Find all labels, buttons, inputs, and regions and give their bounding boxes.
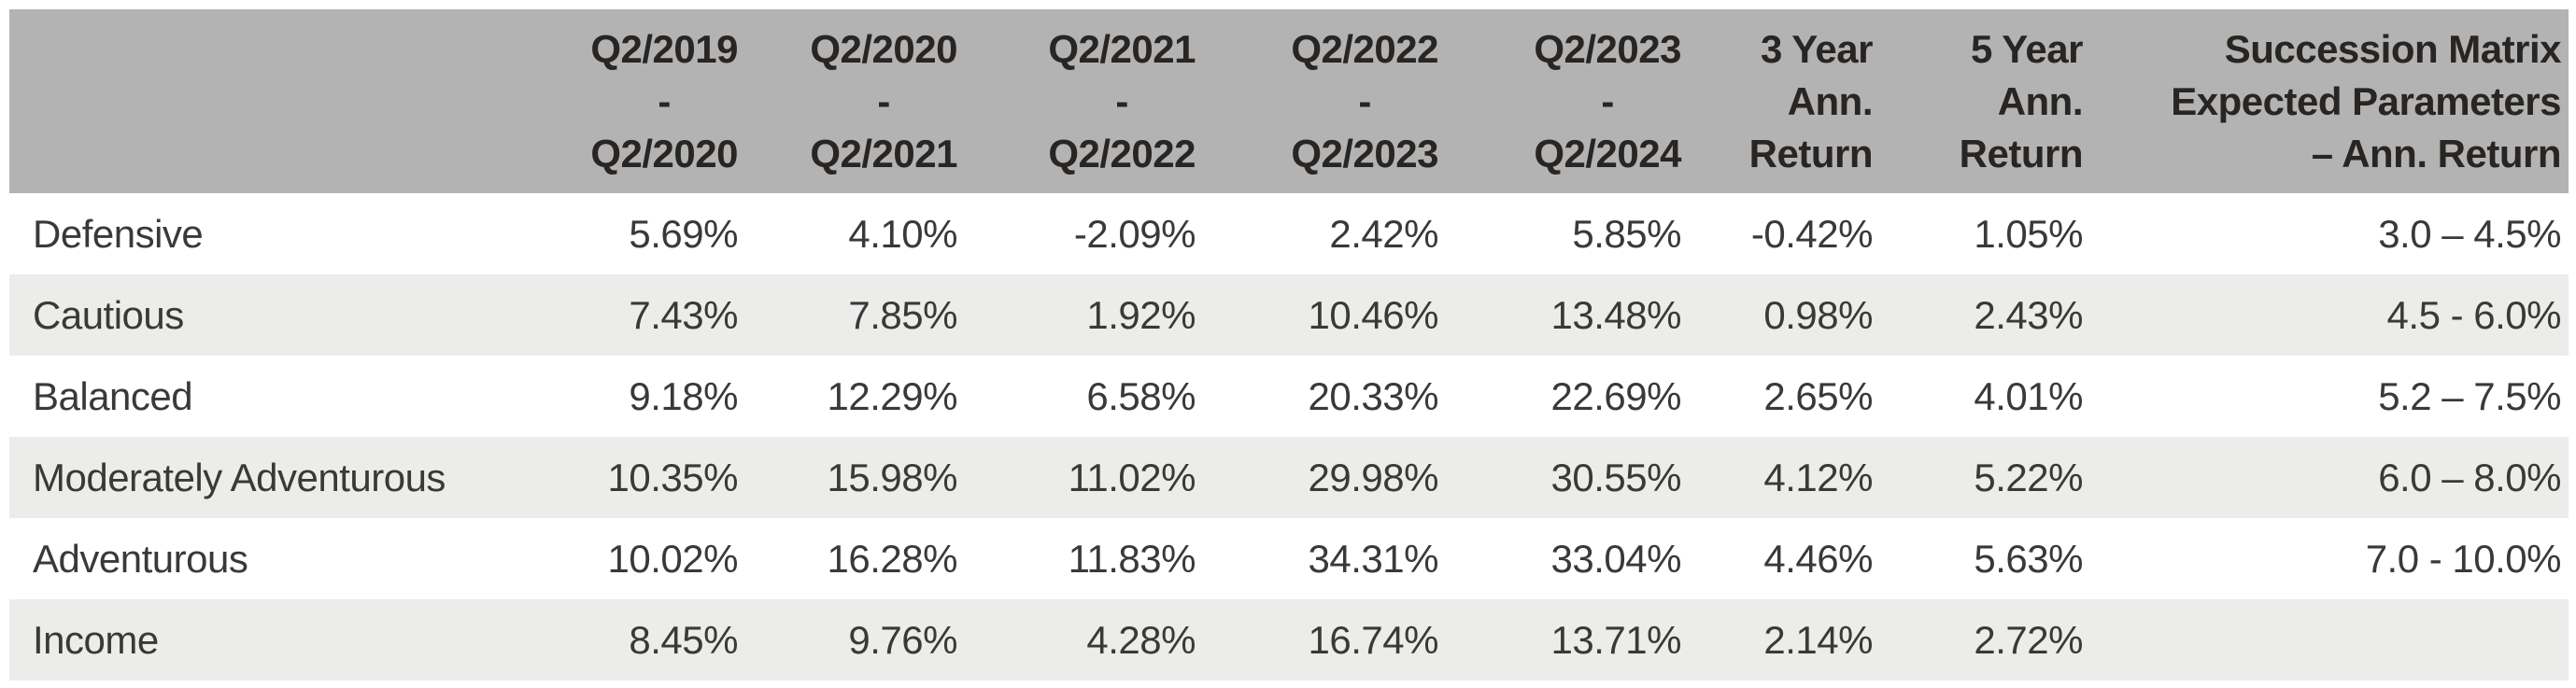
cell-value: 4.28%: [1086, 617, 1196, 662]
cell-value: 5.22%: [1974, 455, 2083, 499]
cell-value: 16.74%: [1308, 617, 1439, 662]
cell-value: 33.04%: [1550, 536, 1682, 581]
table-row-adventurous: Adventurous 10.02% 16.28% 11.83% 34.31% …: [9, 518, 2569, 599]
table-row-moderately-adventurous: Moderately Adventurous 10.35% 15.98% 11.…: [9, 437, 2569, 518]
column-header-3yr-ann-return: 3 Year Ann. Return: [1709, 9, 1901, 193]
cell-expected-range: 4.5 - 6.0%: [2386, 292, 2562, 337]
cell-value: -0.42%: [1750, 211, 1874, 256]
row-label: Moderately Adventurous: [33, 455, 446, 499]
cell-value: 6.58%: [1086, 373, 1196, 418]
row-label: Adventurous: [33, 536, 248, 581]
cell-value: 5.63%: [1974, 536, 2083, 581]
table-row-cautious: Cautious 7.43% 7.85% 1.92% 10.46% 13.48%…: [9, 274, 2569, 356]
period-dash: -: [658, 78, 671, 123]
cell-value: 2.14%: [1763, 617, 1873, 662]
cell-value: 15.98%: [827, 455, 958, 499]
cell-value: 7.43%: [629, 292, 738, 337]
cell-value: 4.12%: [1763, 455, 1873, 499]
corner-cell: [9, 9, 523, 193]
cell-value: 2.42%: [1329, 211, 1438, 256]
period-to: Q2/2021: [810, 131, 957, 176]
header-line: Return: [1959, 131, 2084, 176]
column-header-succession-matrix: Succession Matrix Expected Parameters – …: [2111, 9, 2569, 193]
column-header-5yr-ann-return: 5 Year Ann. Return: [1901, 9, 2111, 193]
cell-value: 9.18%: [629, 373, 738, 418]
cell-value: -2.09%: [1073, 211, 1196, 256]
cell-expected-range: 3.0 – 4.5%: [2378, 211, 2561, 256]
table-row-defensive: Defensive 5.69% 4.10% -2.09% 2.42% 5.85%…: [9, 193, 2569, 274]
cell-expected-range: 5.2 – 7.5%: [2378, 373, 2561, 418]
period-dash: -: [1358, 78, 1371, 123]
cell-value: 1.92%: [1086, 292, 1196, 337]
period-from: Q2/2022: [1291, 26, 1438, 71]
period-to: Q2/2024: [1534, 131, 1681, 176]
cell-value: 7.85%: [848, 292, 957, 337]
column-header-period-5: Q2/2023 - Q2/2024: [1466, 9, 1709, 193]
cell-value: 2.43%: [1974, 292, 2083, 337]
column-header-period-4: Q2/2022 - Q2/2023: [1224, 9, 1466, 193]
period-to: Q2/2022: [1048, 131, 1196, 176]
cell-value: 5.85%: [1572, 211, 1681, 256]
header-line: 5 Year: [1970, 26, 2084, 71]
cell-expected-range: 6.0 – 8.0%: [2378, 455, 2561, 499]
cell-value: 8.45%: [629, 617, 738, 662]
header-line: 3 Year: [1760, 26, 1874, 71]
column-header-period-1: Q2/2019 - Q2/2020: [523, 9, 766, 193]
period-from: Q2/2023: [1534, 26, 1681, 71]
cell-expected-range: [2111, 599, 2569, 681]
cell-value: 10.46%: [1308, 292, 1439, 337]
portfolio-returns-table: Q2/2019 - Q2/2020 Q2/2020 - Q2/2021 Q2/2…: [9, 9, 2569, 681]
period-from: Q2/2020: [810, 26, 957, 71]
period-to: Q2/2023: [1291, 131, 1438, 176]
cell-value: 5.69%: [629, 211, 738, 256]
cell-value: 0.98%: [1763, 292, 1873, 337]
cell-value: 9.76%: [848, 617, 957, 662]
row-label: Balanced: [33, 373, 193, 418]
cell-value: 11.83%: [1068, 536, 1196, 581]
period-from: Q2/2021: [1048, 26, 1196, 71]
period-dash: -: [877, 78, 890, 123]
cell-expected-range: 7.0 - 10.0%: [2365, 536, 2562, 581]
cell-value: 34.31%: [1308, 536, 1439, 581]
header-line: – Ann. Return: [2311, 131, 2562, 176]
table-row-balanced: Balanced 9.18% 12.29% 6.58% 20.33% 22.69…: [9, 356, 2569, 437]
cell-value: 4.46%: [1763, 536, 1873, 581]
row-label: Cautious: [33, 292, 184, 337]
cell-value: 4.01%: [1974, 373, 2083, 418]
header-line: Return: [1748, 131, 1874, 176]
cell-value: 22.69%: [1550, 373, 1682, 418]
row-label: Defensive: [33, 211, 204, 256]
cell-value: 12.29%: [827, 373, 958, 418]
period-dash: -: [1601, 78, 1614, 123]
header-line: Succession Matrix: [2224, 26, 2562, 71]
row-label: Income: [33, 617, 159, 662]
column-header-period-3: Q2/2021 - Q2/2022: [985, 9, 1224, 193]
header-line: Ann.: [1787, 78, 1874, 123]
column-header-period-2: Q2/2020 - Q2/2021: [766, 9, 985, 193]
cell-value: 10.02%: [607, 536, 739, 581]
cell-value: 1.05%: [1974, 211, 2083, 256]
cell-value: 4.10%: [848, 211, 957, 256]
cell-value: 16.28%: [827, 536, 958, 581]
cell-value: 13.71%: [1550, 617, 1682, 662]
table-header-row: Q2/2019 - Q2/2020 Q2/2020 - Q2/2021 Q2/2…: [9, 9, 2569, 193]
period-dash: -: [1115, 78, 1128, 123]
header-line: Expected Parameters: [2171, 78, 2561, 123]
cell-value: 11.02%: [1068, 455, 1196, 499]
header-line: Ann.: [1997, 78, 2084, 123]
cell-value: 2.72%: [1974, 617, 2083, 662]
cell-value: 30.55%: [1550, 455, 1682, 499]
cell-value: 29.98%: [1308, 455, 1439, 499]
cell-value: 13.48%: [1550, 292, 1682, 337]
period-from: Q2/2019: [590, 26, 738, 71]
cell-value: 2.65%: [1763, 373, 1873, 418]
period-to: Q2/2020: [590, 131, 738, 176]
table-row-income: Income 8.45% 9.76% 4.28% 16.74% 13.71% 2…: [9, 599, 2569, 681]
cell-value: 20.33%: [1308, 373, 1439, 418]
cell-value: 10.35%: [607, 455, 739, 499]
